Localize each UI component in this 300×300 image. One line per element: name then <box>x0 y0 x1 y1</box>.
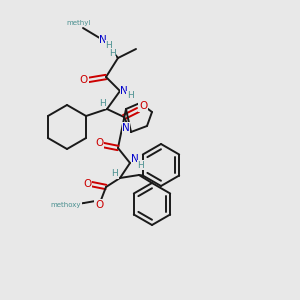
Text: N: N <box>122 123 130 133</box>
Text: H: H <box>138 160 144 169</box>
Text: O: O <box>139 101 147 111</box>
Text: H: H <box>109 49 116 58</box>
Text: O: O <box>83 179 91 189</box>
Text: H: H <box>99 100 105 109</box>
Text: O: O <box>95 200 103 210</box>
Text: N: N <box>99 35 107 45</box>
Text: O: O <box>80 75 88 85</box>
Text: H: H <box>112 169 118 178</box>
Text: methyl: methyl <box>67 20 91 26</box>
Text: O: O <box>95 138 103 148</box>
Text: N: N <box>131 154 139 164</box>
Text: N: N <box>120 86 128 96</box>
Text: H: H <box>106 40 112 50</box>
Text: methoxy: methoxy <box>51 202 81 208</box>
Text: H: H <box>127 92 134 100</box>
